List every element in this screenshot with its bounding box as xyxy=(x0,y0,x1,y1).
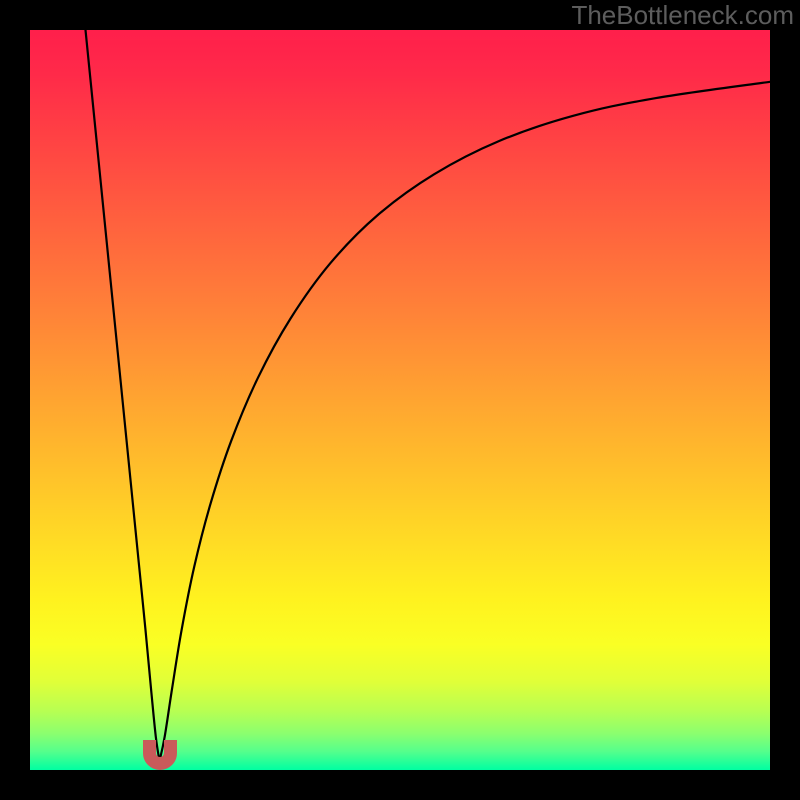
chart-frame: TheBottleneck.com xyxy=(0,0,800,800)
valley-marker xyxy=(143,740,177,770)
bottleneck-curve xyxy=(30,30,770,770)
plot-area xyxy=(30,30,770,770)
watermark-text: TheBottleneck.com xyxy=(571,0,794,31)
